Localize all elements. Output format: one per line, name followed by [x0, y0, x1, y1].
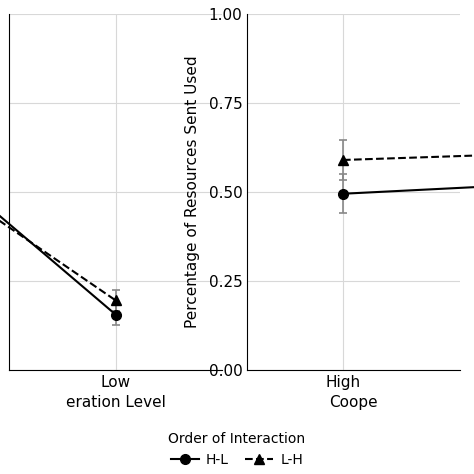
Legend: H-L, L-H: H-L, L-H	[168, 432, 306, 467]
X-axis label: Coope: Coope	[329, 395, 378, 410]
Y-axis label: Percentage of Resources Sent Used: Percentage of Resources Sent Used	[185, 55, 201, 328]
X-axis label: eration Level: eration Level	[66, 395, 165, 410]
